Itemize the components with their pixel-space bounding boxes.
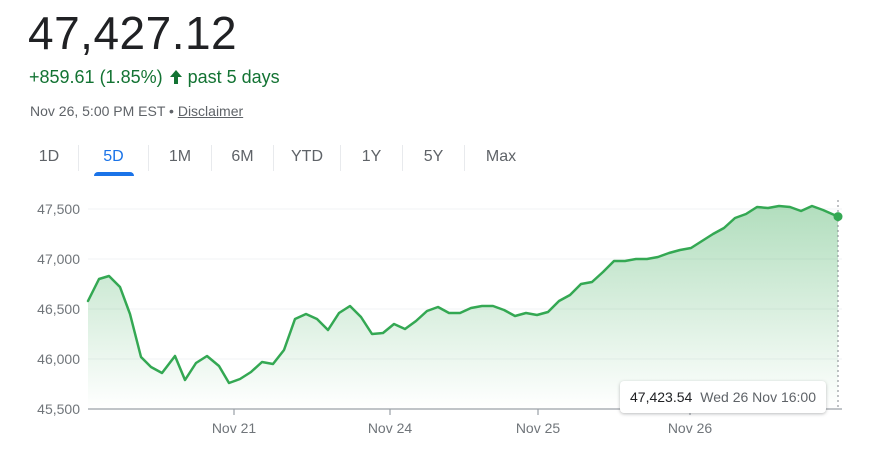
tab-divider: [211, 145, 212, 171]
svg-text:46,000: 46,000: [37, 351, 80, 367]
svg-text:46,500: 46,500: [37, 301, 80, 317]
tab-label: Max: [485, 148, 517, 165]
tooltip-date: Wed 26 Nov 16:00: [700, 389, 817, 405]
arrow-up-icon: [169, 70, 182, 84]
tab-max[interactable]: Max: [465, 140, 537, 176]
area-fill: [88, 206, 838, 409]
tab-divider: [148, 145, 149, 171]
active-tab-indicator: [93, 172, 134, 176]
time-range-tabs: 1D 5D 1M 6M YTD 1Y 5Y Max: [20, 140, 537, 176]
tab-divider: [78, 145, 79, 171]
tab-divider: [273, 145, 274, 171]
meta-separator: •: [169, 103, 174, 119]
tab-1y[interactable]: 1Y: [341, 140, 402, 176]
tab-5y[interactable]: 5Y: [403, 140, 464, 176]
tab-label: 5Y: [423, 148, 444, 165]
svg-text:Nov 21: Nov 21: [212, 420, 257, 436]
tab-label: 6M: [231, 148, 254, 165]
tab-ytd[interactable]: YTD: [274, 140, 340, 176]
svg-text:45,500: 45,500: [37, 401, 80, 417]
svg-text:Nov 25: Nov 25: [516, 420, 561, 436]
quote-meta: Nov 26, 5:00 PM EST • Disclaimer: [30, 102, 243, 120]
svg-text:Nov 26: Nov 26: [668, 420, 713, 436]
tab-6m[interactable]: 6M: [212, 140, 273, 176]
svg-text:47,000: 47,000: [37, 251, 80, 267]
last-point-marker: [833, 212, 843, 222]
hover-tooltip: 47,423.54 Wed 26 Nov 16:00: [620, 381, 827, 413]
tab-label: 1D: [38, 148, 60, 165]
svg-text:47,500: 47,500: [37, 201, 80, 217]
tooltip-value: 47,423.54: [630, 389, 693, 405]
tab-label: 1M: [168, 148, 192, 165]
svg-text:Nov 24: Nov 24: [368, 420, 413, 436]
tab-1d[interactable]: 1D: [20, 140, 78, 176]
tab-5d[interactable]: 5D: [79, 140, 148, 176]
change-amount: +859.61 (1.85%): [29, 67, 163, 87]
tab-label: YTD: [291, 148, 323, 165]
y-axis-labels: 47,500 47,000 46,500 46,000 45,500: [37, 201, 80, 417]
tab-label: 1Y: [361, 148, 382, 165]
tab-divider: [464, 145, 465, 171]
price-change: +859.61 (1.85%) past 5 days: [29, 66, 280, 88]
tab-label: 5D: [103, 148, 124, 165]
tab-divider: [402, 145, 403, 171]
disclaimer-link[interactable]: Disclaimer: [177, 103, 244, 119]
tab-divider: [340, 145, 341, 171]
change-period: past 5 days: [187, 67, 280, 87]
quote-timestamp: Nov 26, 5:00 PM EST: [30, 103, 166, 119]
x-axis-ticks: Nov 21 Nov 24 Nov 25 Nov 26: [212, 409, 713, 436]
current-price: 47,427.12: [28, 7, 238, 59]
tab-1m[interactable]: 1M: [149, 140, 211, 176]
price-line: [86, 204, 840, 385]
